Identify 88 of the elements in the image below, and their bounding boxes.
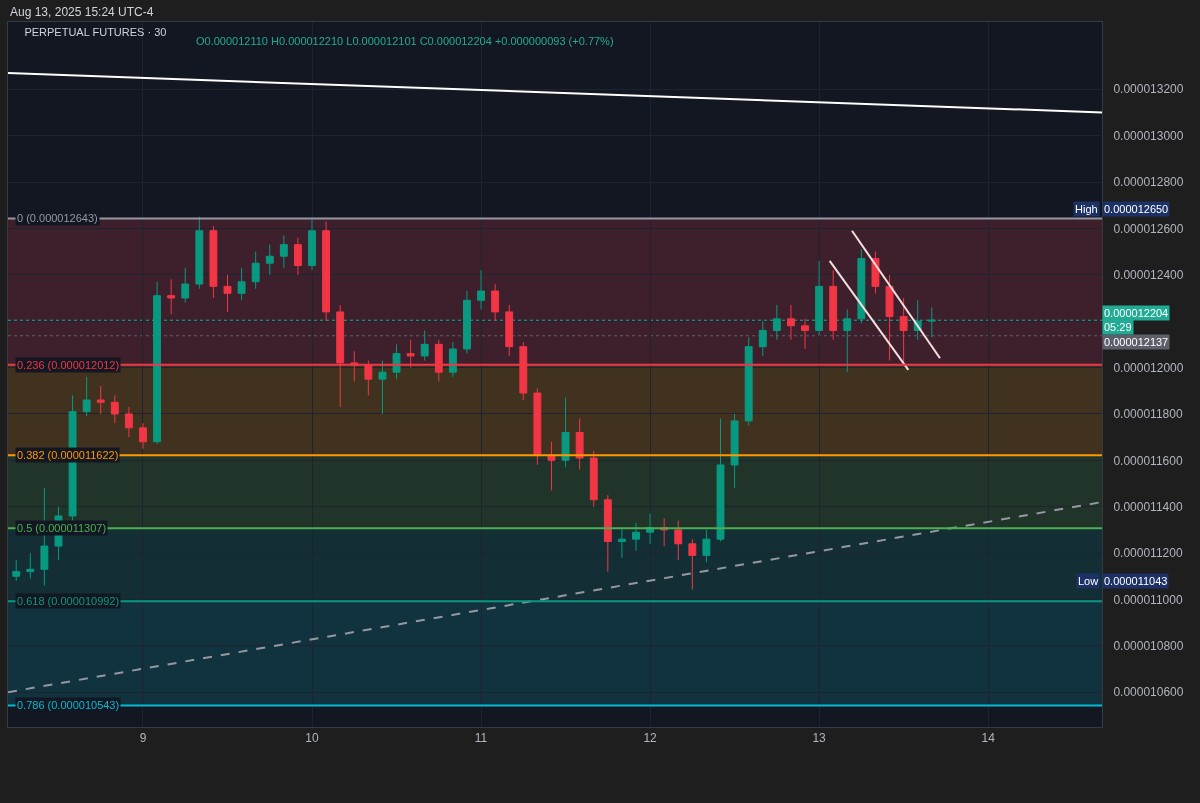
candlestick bbox=[505, 304, 514, 357]
y-tick-label: 0.000013200 bbox=[1113, 82, 1184, 97]
y-tick-label: 0.000011400 bbox=[1113, 499, 1183, 514]
candlestick bbox=[829, 269, 838, 341]
ref-line-label: 0.5 (0.000011307) bbox=[17, 522, 107, 534]
x-tick-label: 14 bbox=[981, 731, 996, 746]
candlestick bbox=[82, 376, 91, 417]
ref-line-label: 0 (0.000012643) bbox=[17, 212, 98, 224]
candlestick bbox=[702, 529, 711, 563]
candlestick bbox=[744, 336, 753, 427]
y-tick-label: 0.000012800 bbox=[1113, 175, 1184, 190]
candlestick bbox=[772, 304, 781, 341]
candlestick bbox=[322, 220, 331, 322]
candlestick bbox=[927, 306, 936, 338]
candlestick bbox=[801, 318, 809, 350]
ref-line-label: 0.618 (0.000010992) bbox=[17, 595, 120, 607]
candlestick bbox=[96, 385, 105, 415]
y-tick-label: 0.000011600 bbox=[1113, 453, 1183, 468]
candlestick bbox=[730, 413, 739, 489]
candlestick bbox=[26, 552, 35, 580]
candlestick bbox=[786, 304, 795, 341]
candlestick bbox=[857, 248, 866, 324]
text: 0.000011043 bbox=[1104, 575, 1168, 587]
candlestick bbox=[899, 297, 908, 364]
candlestick bbox=[181, 267, 190, 304]
candlestick bbox=[223, 274, 232, 313]
candlestick bbox=[237, 267, 246, 301]
y-tick-label: 0.000010800 bbox=[1113, 639, 1184, 654]
candlestick bbox=[209, 225, 218, 299]
candlestick bbox=[420, 329, 429, 362]
candlestick bbox=[251, 251, 260, 290]
y-tick-label: 0.000012600 bbox=[1113, 221, 1184, 236]
x-tick-label: 10 bbox=[305, 731, 320, 746]
x-tick-label: 12 bbox=[643, 731, 658, 746]
candlestick bbox=[293, 237, 302, 276]
candlestick bbox=[378, 360, 387, 415]
annotation: High bbox=[1075, 203, 1098, 215]
candlestick bbox=[632, 522, 640, 552]
candlestick bbox=[575, 418, 584, 471]
y-tick-label: 0.000011200 bbox=[1113, 546, 1183, 561]
candlestick bbox=[12, 559, 21, 582]
ref-line-label: 0.000012137 bbox=[1104, 336, 1169, 348]
candlestick bbox=[533, 387, 542, 466]
y-tick-label: 0.000012000 bbox=[1113, 360, 1184, 375]
candlestick bbox=[153, 281, 162, 445]
candlestick bbox=[589, 450, 598, 508]
ref-line-label: 0.786 (0.000010543) bbox=[17, 699, 120, 711]
candlestick bbox=[617, 527, 626, 559]
candlestick bbox=[716, 418, 725, 542]
ref-line-label: 0.236 (0.000012012) bbox=[17, 359, 120, 371]
y-tick-label: 0.000011000 bbox=[1113, 592, 1183, 607]
candlestick bbox=[843, 309, 852, 373]
candlestick bbox=[758, 320, 767, 357]
y-tick-label: 0.000010600 bbox=[1113, 685, 1184, 700]
candlestick bbox=[448, 341, 457, 378]
ref-line-label: 0.382 (0.000011622) bbox=[17, 449, 119, 461]
candlestick bbox=[561, 397, 570, 468]
x-tick-label: 9 bbox=[139, 731, 147, 746]
candlestick bbox=[674, 520, 683, 561]
candlestick bbox=[279, 234, 288, 269]
text: O0.000012110 H0.000012210 L0.000012101 C0.000012204 +0.000000093 (+0.77%) bbox=[196, 35, 614, 47]
candlestick bbox=[491, 283, 500, 322]
candlestick bbox=[477, 269, 485, 311]
candlestick bbox=[603, 494, 612, 573]
candlestick bbox=[688, 538, 697, 590]
text: Aug 13, 2025 15:24 UTC-4 bbox=[10, 5, 154, 19]
candlestick bbox=[815, 260, 824, 336]
y-tick-label: 0.000013000 bbox=[1113, 128, 1184, 143]
y-tick-label: 0.000011800 bbox=[1113, 407, 1183, 422]
x-tick-label: 11 bbox=[474, 731, 488, 746]
candlestick bbox=[124, 406, 133, 438]
candlestick bbox=[110, 394, 119, 424]
candlestick bbox=[308, 218, 316, 271]
annotation: Low bbox=[1078, 575, 1099, 587]
candlestick bbox=[265, 244, 274, 276]
chart-title: PERPETUAL FUTURES · 30 bbox=[24, 25, 167, 38]
y-tick-label: 0.000012400 bbox=[1113, 267, 1184, 282]
candlestick bbox=[167, 278, 176, 315]
candlestick bbox=[392, 343, 401, 380]
candlestick bbox=[547, 441, 556, 491]
candlestick bbox=[885, 274, 894, 362]
candlestick bbox=[463, 290, 471, 355]
text: 05:29 bbox=[1104, 321, 1132, 333]
ref-line-label: 0.000012204 bbox=[1104, 307, 1169, 319]
candlestick bbox=[139, 422, 147, 450]
text: 0.000012650 bbox=[1104, 203, 1169, 215]
x-tick-label: 13 bbox=[812, 731, 827, 746]
candlestick bbox=[195, 216, 204, 290]
